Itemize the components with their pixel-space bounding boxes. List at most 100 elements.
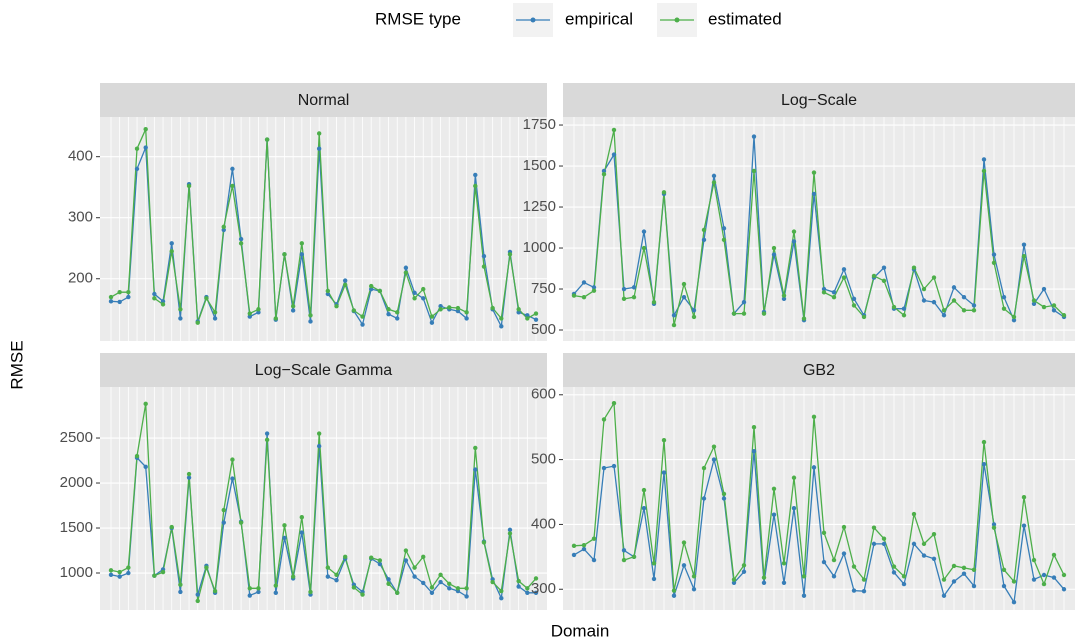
data-point [851,303,857,308]
data-point [961,571,967,576]
data-point [221,227,226,233]
data-point [691,314,697,320]
data-point [1051,308,1057,313]
data-point [247,314,252,319]
data-point [369,555,374,560]
data-point [1021,242,1027,247]
y-tick-label: 200 [68,270,93,287]
y-tick-label: 1000 [523,239,556,256]
data-point [821,290,827,295]
data-point [641,487,647,493]
data-point [1031,577,1037,582]
data-point [377,558,383,563]
data-point [601,168,607,174]
data-point [481,540,487,545]
data-point [931,275,937,280]
data-point [247,593,252,598]
data-point [681,281,687,287]
data-point [178,589,183,595]
data-point [701,227,707,233]
y-tick-label: 1750 [523,116,556,133]
data-point [429,320,435,325]
strip [100,83,547,117]
data-point [108,572,114,578]
data-point [761,580,767,585]
data-point [771,486,777,491]
data-point [412,574,417,579]
data-point [931,531,937,537]
data-point [212,316,218,321]
data-point [731,577,737,582]
data-point [831,290,837,295]
data-point [195,598,200,604]
data-point [861,577,867,582]
y-tick-label: 400 [531,515,556,532]
data-point [631,285,637,290]
data-point [429,590,435,596]
data-point [841,267,847,272]
data-point [681,540,687,545]
data-point [861,314,867,320]
data-point [186,183,192,189]
data-point [951,298,957,303]
y-tick-label: 1500 [523,157,556,174]
data-point [701,237,707,243]
data-point [861,589,867,594]
data-point [481,264,487,269]
data-point [481,253,487,259]
data-point [108,294,114,300]
data-point [186,471,192,477]
data-point [671,593,677,598]
data-point [473,183,478,189]
data-point [631,295,637,300]
data-point [781,580,787,585]
data-point [447,305,452,310]
data-point [178,582,183,587]
data-point [781,561,787,566]
data-point [851,296,857,302]
data-point [881,541,887,547]
data-point [791,239,797,244]
data-point [991,260,997,265]
data-point [891,564,897,569]
data-point [711,180,717,185]
data-point [325,291,331,297]
data-point [1061,313,1067,318]
data-point [447,586,452,591]
data-point [126,289,131,295]
data-point [921,553,927,558]
data-point [621,557,627,563]
data-point [169,249,174,254]
data-point [821,559,827,565]
data-point [386,311,391,317]
data-point [731,311,737,316]
data-point [621,548,627,553]
data-point [631,554,637,560]
data-point [971,567,977,573]
data-point [499,588,504,594]
data-point [901,313,907,318]
data-point [981,168,987,174]
data-point [941,577,947,582]
data-point [429,585,435,590]
data-point [1041,581,1047,587]
data-point [377,288,383,294]
data-point [117,574,122,579]
data-point [360,322,365,327]
data-point [316,131,322,136]
data-point [611,127,617,133]
data-point [325,574,331,579]
data-point [126,565,131,570]
data-point [761,311,767,316]
data-point [581,542,587,548]
y-tick-label: 750 [531,280,556,297]
data-point [971,303,977,308]
data-point [230,457,235,462]
data-point [881,536,887,541]
data-point [661,437,667,443]
data-point [841,275,847,280]
data-point [761,575,767,580]
data-point [308,589,313,595]
y-tick-label: 1000 [60,564,93,581]
